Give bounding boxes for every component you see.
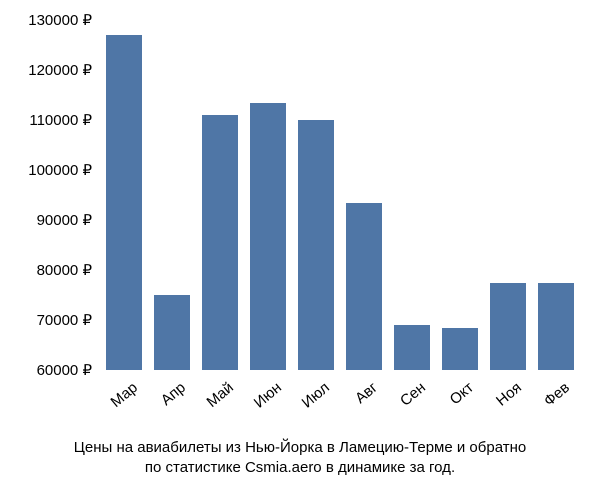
bar [298, 120, 334, 370]
chart-caption: Цены на авиабилеты из Нью-Йорка в Ламеци… [0, 438, 600, 479]
plot-area [100, 20, 580, 370]
x-tick-label: Июл [299, 379, 333, 412]
y-tick-label: 60000 ₽ [37, 361, 92, 379]
x-tick-label: Фев [541, 379, 573, 410]
bar [250, 103, 286, 371]
x-tick-label: Июн [251, 379, 285, 412]
x-tick-label: Сен [397, 379, 429, 410]
y-tick-label: 100000 ₽ [28, 161, 92, 179]
bar [154, 295, 190, 370]
y-tick-label: 90000 ₽ [37, 211, 92, 229]
x-tick-label: Мар [108, 379, 141, 411]
x-tick-label: Апр [158, 379, 189, 409]
caption-line-2: по статистике Csmia.aero в динамике за г… [145, 459, 455, 476]
x-tick-label: Окт [447, 379, 477, 408]
y-tick-label: 80000 ₽ [37, 261, 92, 279]
x-tick-label: Май [203, 379, 236, 411]
price-chart: 60000 ₽ 70000 ₽ 80000 ₽ 90000 ₽ 100000 ₽ 1100… [0, 0, 600, 500]
bar [490, 283, 526, 371]
x-axis: Мар Апр Май Июн Июл Авг Сен Окт Ноя Фев [100, 375, 580, 435]
caption-line-1: Цены на авиабилеты из Нью-Йорка в Ламеци… [74, 439, 526, 456]
bar [346, 203, 382, 371]
bar [538, 283, 574, 371]
y-tick-label: 120000 ₽ [28, 61, 92, 79]
bar [202, 115, 238, 370]
y-axis: 60000 ₽70000 ₽80000 ₽90000 ₽100000 ₽1100… [0, 20, 100, 370]
y-tick-label: 110000 ₽ [29, 111, 92, 129]
bar [106, 35, 142, 370]
bars-container [100, 20, 580, 370]
x-tick-label: Авг [352, 379, 381, 407]
y-tick-label: 130000 ₽ [28, 11, 92, 29]
bar [394, 325, 430, 370]
x-tick-label: Ноя [493, 379, 525, 410]
bar [442, 328, 478, 371]
y-tick-label: 70000 ₽ [37, 311, 92, 329]
